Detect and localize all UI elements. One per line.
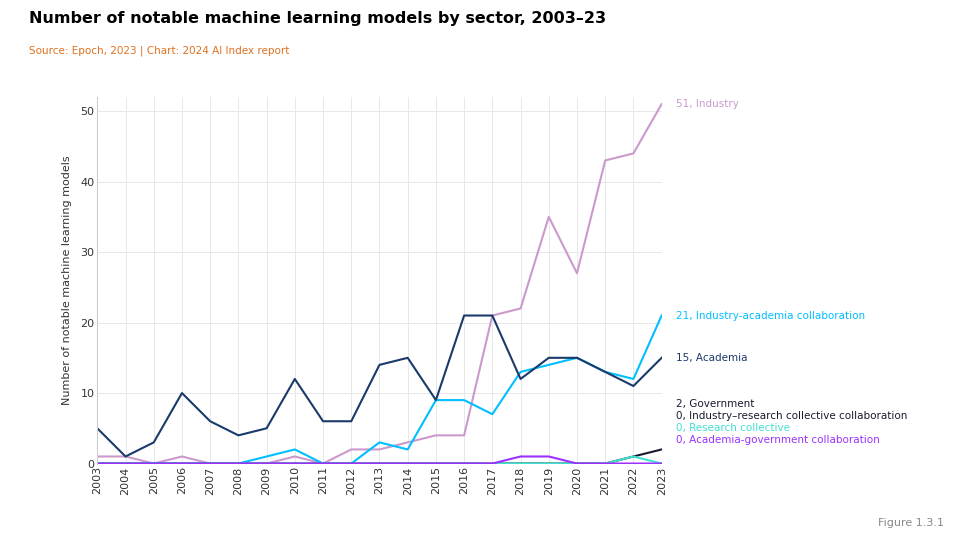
Y-axis label: Number of notable machine learning models: Number of notable machine learning model… — [62, 155, 72, 405]
Text: Figure 1.3.1: Figure 1.3.1 — [878, 518, 944, 528]
Text: 51, Industry: 51, Industry — [676, 99, 739, 109]
Text: Number of notable machine learning models by sector, 2003–23: Number of notable machine learning model… — [29, 11, 606, 26]
Text: 15, Academia: 15, Academia — [676, 353, 747, 363]
Text: 0, Academia-government collaboration: 0, Academia-government collaboration — [676, 434, 880, 445]
Text: 0, Industry–research collective collaboration: 0, Industry–research collective collabor… — [676, 411, 907, 420]
Text: Source: Epoch, 2023 | Chart: 2024 AI Index report: Source: Epoch, 2023 | Chart: 2024 AI Ind… — [29, 46, 290, 56]
Text: 2, Government: 2, Government — [676, 399, 754, 409]
Text: 0, Research collective: 0, Research collective — [676, 423, 790, 433]
Text: 21, Industry-academia collaboration: 21, Industry-academia collaboration — [676, 310, 865, 321]
